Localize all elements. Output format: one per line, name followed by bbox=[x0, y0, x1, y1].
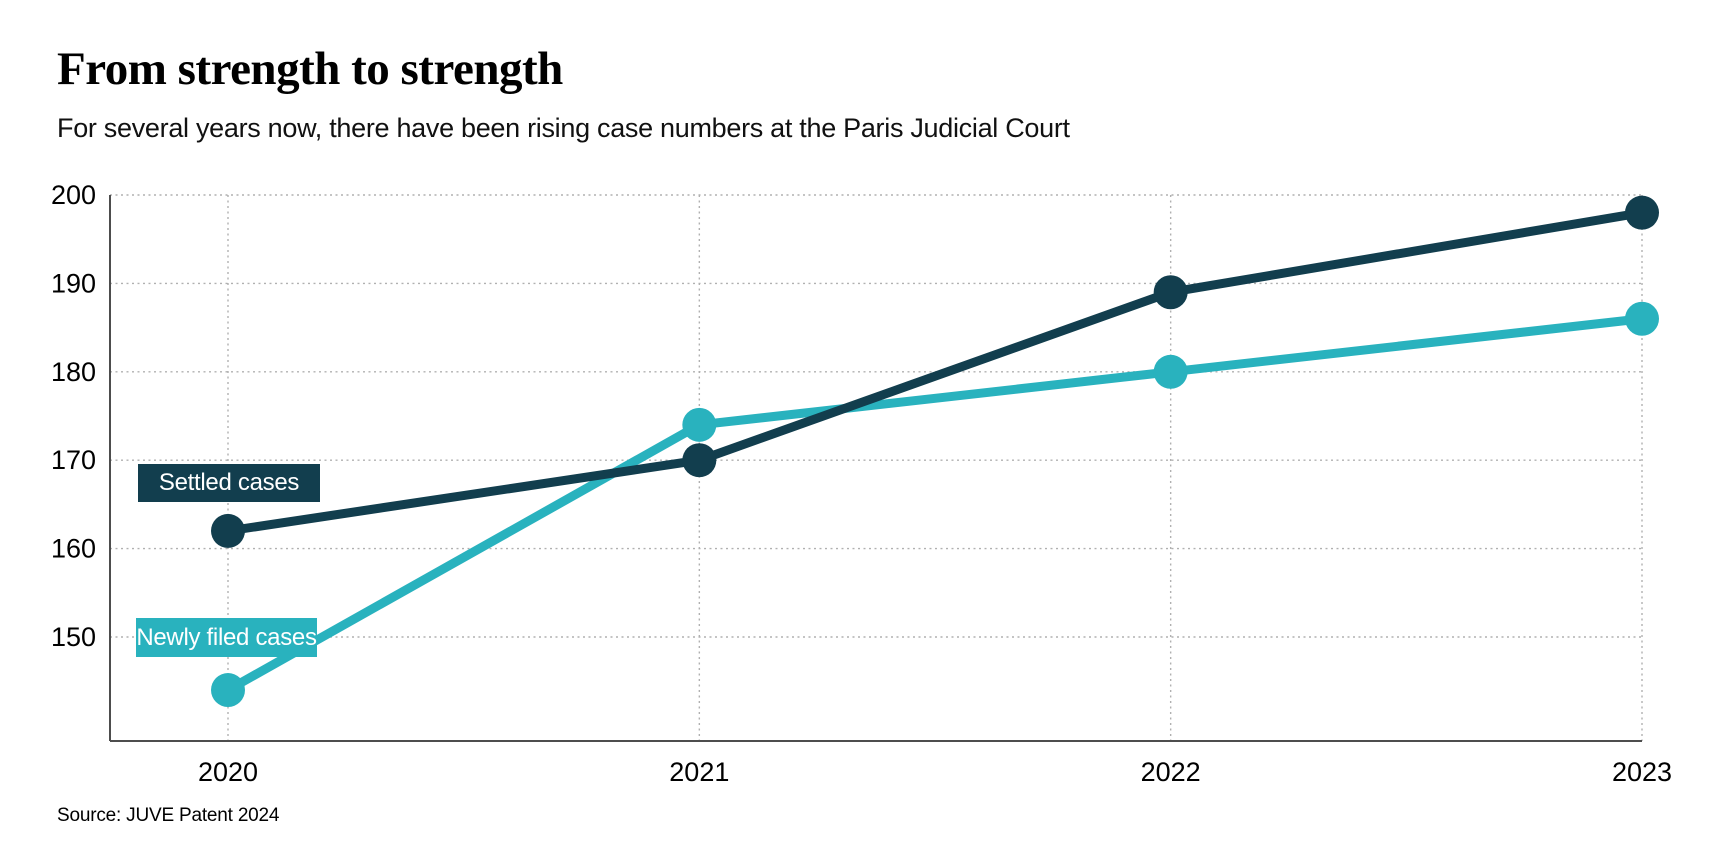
y-tick-label-190: 190 bbox=[51, 268, 96, 298]
y-tick-label-200: 200 bbox=[51, 180, 96, 210]
y-tick-label-180: 180 bbox=[51, 357, 96, 387]
legend-settled-cases: Settled cases bbox=[138, 464, 320, 502]
x-tick-label-2023: 2023 bbox=[1612, 757, 1672, 787]
page-subtitle: For several years now, there have been r… bbox=[57, 113, 1070, 143]
newly-filed-cases-point-2023 bbox=[1625, 301, 1659, 336]
x-tick-label-2022: 2022 bbox=[1141, 757, 1201, 787]
y-tick-label-170: 170 bbox=[51, 445, 96, 475]
settled-cases-point-2021 bbox=[682, 443, 717, 478]
legend-newly-filed-cases: Newly filed cases bbox=[136, 618, 317, 657]
y-tick-label-160: 160 bbox=[51, 534, 96, 564]
settled-cases-line bbox=[223, 208, 1647, 536]
settled-cases-point-2023 bbox=[1625, 195, 1659, 230]
newly-filed-cases-point-2022 bbox=[1153, 354, 1188, 389]
source-note: Source: JUVE Patent 2024 bbox=[57, 805, 280, 826]
settled-cases-point-2022 bbox=[1153, 275, 1188, 310]
legend-settled-cases-label: Settled cases bbox=[158, 469, 300, 496]
newly-filed-cases-line bbox=[223, 314, 1647, 695]
page-title: From strength to strength bbox=[57, 43, 563, 95]
newly-filed-cases-point-2020 bbox=[211, 673, 245, 708]
y-tick-label-150: 150 bbox=[51, 622, 96, 652]
settled-cases-point-2020 bbox=[211, 513, 245, 548]
newly-filed-cases-point-2021 bbox=[682, 407, 717, 442]
legend-newly-filed-cases-label: Newly filed cases bbox=[136, 623, 317, 651]
x-tick-label-2020: 2020 bbox=[198, 757, 258, 787]
x-tick-label-2021: 2021 bbox=[669, 757, 729, 787]
